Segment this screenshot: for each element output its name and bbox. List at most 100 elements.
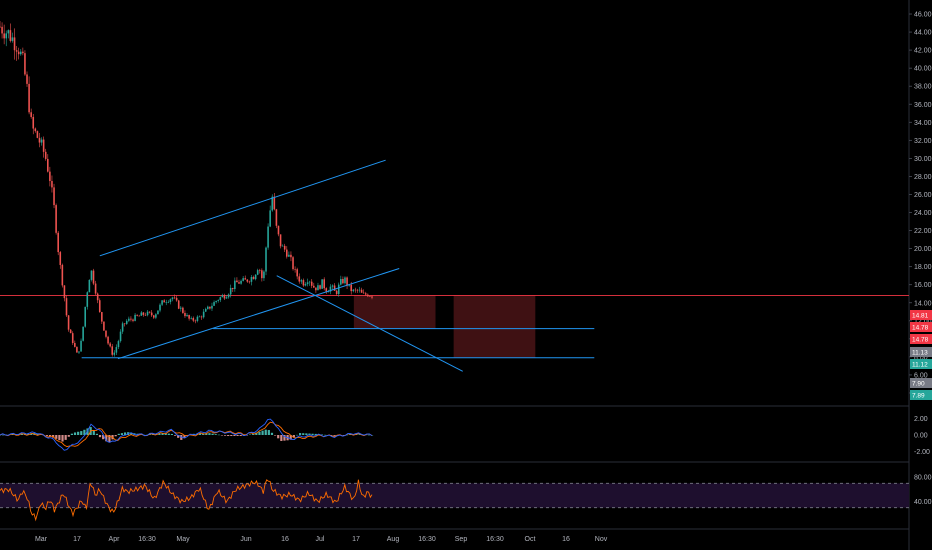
- macd-histogram-bar: [130, 432, 133, 435]
- price-tick-label: 42.00: [914, 48, 932, 55]
- time-tick-label: Jun: [240, 536, 251, 543]
- price-tick-label: 6.00: [914, 372, 928, 379]
- macd-histogram-bar: [114, 435, 117, 437]
- candle-body: [337, 284, 340, 294]
- macd-histogram-bar: [295, 434, 299, 436]
- candle-body: [130, 318, 132, 320]
- macd-histogram-bar: [77, 431, 80, 435]
- candle-body: [63, 285, 66, 299]
- candle-body: [3, 33, 5, 39]
- time-tick-label: Jul: [316, 536, 325, 543]
- macd-histogram-bar: [305, 433, 308, 435]
- candle-body: [101, 312, 103, 322]
- macd-histogram-bar: [167, 433, 170, 435]
- candle-body: [223, 295, 226, 299]
- candle-body: [273, 196, 276, 210]
- candle-body: [76, 346, 78, 353]
- price-tick-label: 18.00: [914, 264, 932, 271]
- macd-histogram-bar: [270, 432, 274, 435]
- time-tick-label: 16:30: [138, 536, 156, 543]
- macd-histogram-bar: [11, 434, 14, 435]
- candle-body: [17, 51, 20, 55]
- candle-body: [165, 302, 168, 303]
- candle-body: [159, 304, 161, 311]
- candle-body: [198, 316, 201, 318]
- candle-body: [325, 288, 328, 293]
- time-axis[interactable]: Mar 17 Apr 16:30 May Jun 16 Jul 17 Aug 16:30 Sep 16:…: [35, 536, 608, 543]
- candle-body: [55, 205, 57, 233]
- time-tick-label: 17: [352, 536, 360, 543]
- rsi-line: [0, 479, 373, 522]
- candle-body: [225, 297, 228, 299]
- candle-body: [5, 33, 8, 39]
- candle-body: [308, 281, 311, 283]
- candle-body: [279, 234, 282, 247]
- candle-body: [167, 302, 170, 303]
- candle-body: [107, 336, 109, 344]
- candle-body: [240, 280, 242, 284]
- candle-body: [196, 316, 199, 321]
- price-axis[interactable]: 46.00 44.00 42.00 40.00 38.00 36.00 34.00 32.00…: [909, 12, 932, 398]
- candle-body: [319, 285, 321, 289]
- candle-body: [277, 225, 280, 235]
- macd-histogram-bar: [245, 435, 249, 436]
- candle-body: [323, 279, 326, 289]
- macd-histogram-bar: [324, 434, 327, 436]
- macd-histogram-bar: [264, 429, 267, 435]
- candle-body: [346, 277, 348, 286]
- candle-body: [57, 232, 59, 253]
- candle-body: [34, 128, 37, 132]
- macd-histogram-bar: [198, 433, 202, 435]
- candle-body: [82, 326, 84, 341]
- time-tick-label: Apr: [109, 536, 121, 543]
- candle-body: [180, 307, 182, 309]
- price-tick-label: 26.00: [914, 192, 932, 199]
- macd-histogram-bar: [280, 435, 283, 441]
- macd-histogram-bar: [73, 432, 77, 435]
- candle-body: [236, 280, 238, 283]
- candle-body: [283, 245, 286, 250]
- price-tick-label: 22.00: [914, 228, 932, 235]
- price-label-text: 14.78: [912, 336, 929, 343]
- candle-body: [342, 279, 344, 284]
- candlestick-series: [0, 21, 373, 357]
- macd-histogram-bar: [277, 435, 280, 439]
- macd-histogram-bar: [236, 435, 239, 436]
- macd-histogram-bar: [283, 435, 286, 441]
- macd-histogram-bar: [345, 434, 349, 436]
- macd-histogram-bar: [92, 430, 95, 435]
- time-tick-label: Oct: [525, 536, 536, 543]
- price-tick-label: 46.00: [914, 12, 932, 19]
- macd-histogram-bar: [273, 435, 277, 436]
- candle-body: [74, 343, 76, 347]
- price-label-badges: 14.81 14.78 14.78 11.13 11.12 7.90 7.89: [910, 310, 932, 400]
- candle-body: [132, 319, 134, 321]
- candle-body: [24, 53, 26, 75]
- macd-histogram-bar: [239, 435, 242, 436]
- macd-histogram-bar: [108, 435, 111, 443]
- macd-histogram-bar: [208, 433, 211, 435]
- candle-body: [65, 298, 68, 316]
- candle-body: [352, 289, 355, 292]
- price-label-badge: [910, 359, 932, 369]
- candle-body: [367, 294, 369, 297]
- candle-body: [313, 285, 315, 288]
- candle-body: [234, 280, 236, 290]
- macd-histogram-bar: [95, 433, 99, 435]
- macd-histogram-bar: [289, 435, 292, 440]
- candle-body: [67, 315, 70, 330]
- rsi-indicator: [0, 479, 373, 522]
- macd-histogram-bar: [217, 434, 220, 436]
- candle-body: [109, 343, 111, 347]
- candle-body: [371, 296, 373, 298]
- candle-body: [335, 290, 338, 294]
- candle-body: [152, 315, 155, 318]
- price-tick-label: 36.00: [914, 102, 932, 109]
- candle-body: [248, 281, 251, 283]
- candle-body: [51, 180, 53, 188]
- candle-body: [125, 320, 128, 324]
- macd-histogram-bar: [83, 429, 86, 435]
- candle-body: [103, 321, 105, 331]
